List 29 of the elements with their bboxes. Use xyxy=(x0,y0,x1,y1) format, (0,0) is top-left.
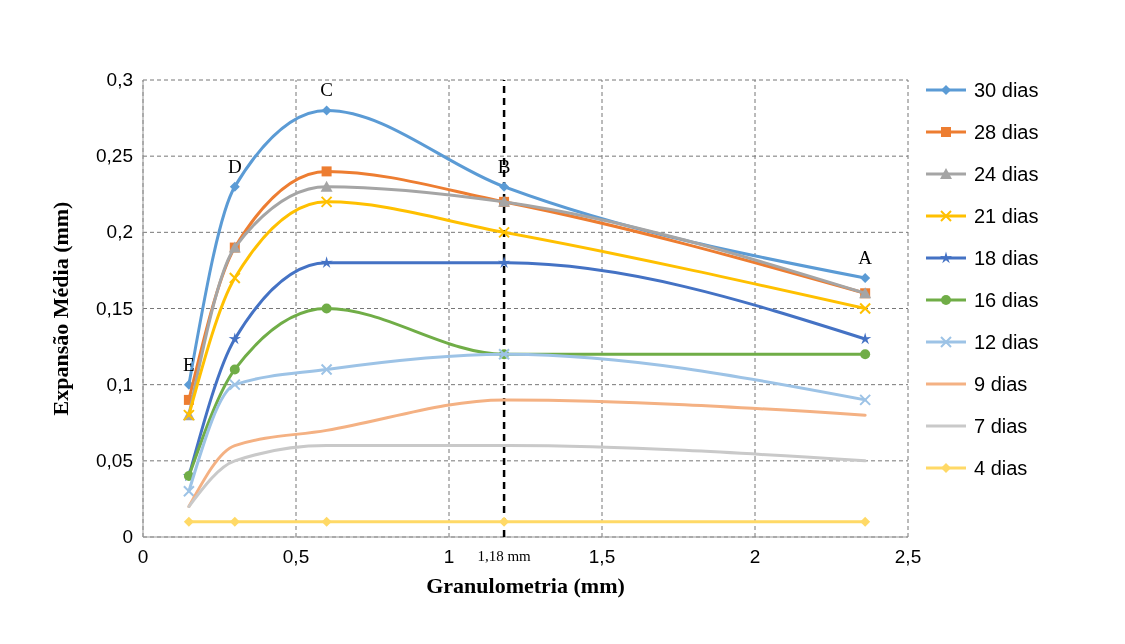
annotation: C xyxy=(320,79,333,101)
y-tick-label: 0,2 xyxy=(106,221,133,243)
x-tick-label: 0,5 xyxy=(282,546,310,567)
legend-label: 4 dias xyxy=(974,457,1028,479)
x-tick-label: 2,5 xyxy=(894,546,922,567)
legend-label: 30 dias xyxy=(974,79,1039,101)
legend-label: 9 dias xyxy=(974,373,1028,395)
annotation: A xyxy=(858,247,873,269)
annotation: D xyxy=(227,155,242,177)
y-tick-label: 0,1 xyxy=(106,373,133,395)
x-tick-label: 2 xyxy=(749,546,761,567)
legend-label: 12 dias xyxy=(974,331,1039,353)
x-tick-label: 1,5 xyxy=(588,546,616,567)
x-tick-label: 0 xyxy=(137,546,149,567)
legend-label: 16 dias xyxy=(974,289,1039,311)
ref-line-label: 1,18 mm xyxy=(477,548,532,564)
y-tick-label: 0,05 xyxy=(96,449,133,471)
y-tick-label: 0 xyxy=(122,526,133,547)
legend-label: 28 dias xyxy=(974,121,1039,143)
y-tick-label: 0,3 xyxy=(106,69,133,90)
legend-label: 7 dias xyxy=(974,415,1028,437)
legend-label: 24 dias xyxy=(974,163,1039,185)
y-axis-title: Expansão Média (mm) xyxy=(48,201,73,416)
x-tick-label: 1 xyxy=(443,546,455,567)
y-tick-label: 0,25 xyxy=(96,145,133,167)
x-axis-title: Granulometria (mm) xyxy=(426,573,625,598)
legend-label: 18 dias xyxy=(974,247,1039,269)
y-tick-label: 0,15 xyxy=(96,297,133,319)
legend-label: 21 dias xyxy=(974,205,1039,227)
